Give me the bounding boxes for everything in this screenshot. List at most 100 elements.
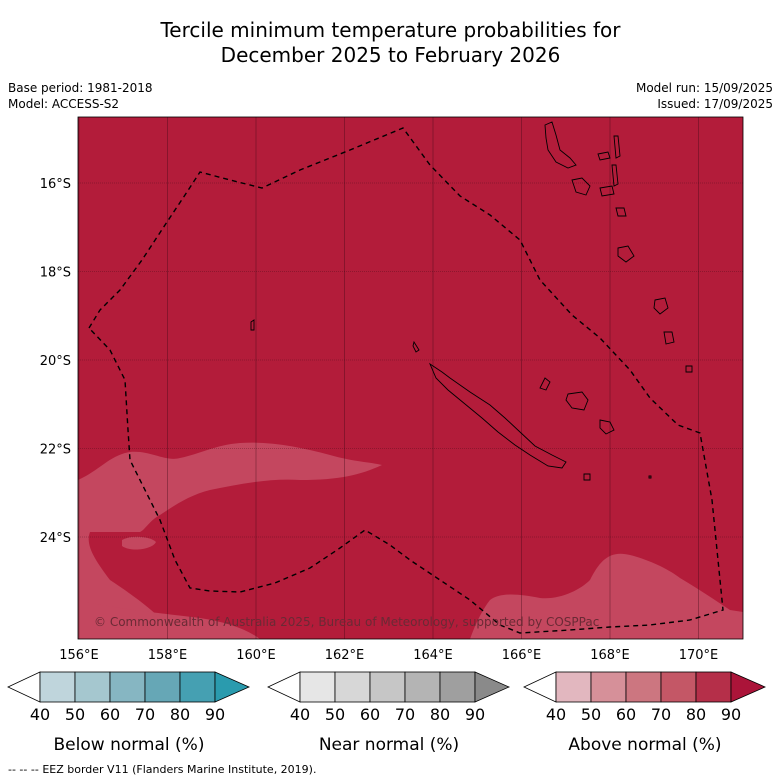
latitude-tick-label: 18°S (40, 266, 71, 281)
eez-legend-symbol: -- -- -- (8, 763, 39, 776)
colorbar-tick-label: 80 (430, 705, 450, 724)
colorbar-tick-label: 80 (170, 705, 190, 724)
maewo (613, 135, 621, 159)
latitude-tick-label: 20°S (40, 354, 71, 369)
chesterfield-reef (250, 319, 255, 331)
colorbar-tick-label: 90 (205, 705, 225, 724)
islands (250, 121, 693, 481)
colorbar-near-normal (267, 671, 510, 703)
title-line-1: Tercile minimum temperature probabilitie… (160, 18, 621, 42)
colorbar-low-extension (523, 671, 557, 703)
eez-border (88, 127, 724, 634)
latitude-tick-label: 24°S (40, 531, 71, 546)
colorbar-segment (299, 671, 336, 703)
colorbar-segment (625, 671, 662, 703)
colorbar-high-extension (474, 671, 510, 703)
longitude-tick-label: 156°E (59, 648, 99, 663)
epi (615, 207, 627, 217)
colorbar-segment (439, 671, 476, 703)
probability-field-above-70-southwest (78, 442, 382, 639)
isle-of-pines (583, 473, 591, 481)
colorbar-tick-label: 70 (651, 705, 671, 724)
title-line-2: December 2025 to February 2026 (220, 43, 561, 67)
longitude-tick-label: 162°E (325, 648, 365, 663)
probability-field-above-70-south (78, 600, 260, 639)
eez-legend: -- -- -- EEZ border V11 (Flanders Marine… (8, 763, 316, 776)
colorbar-tick-label: 40 (30, 705, 50, 724)
colorbar-tick-label: 50 (581, 705, 601, 724)
colorbar-segment (74, 671, 111, 703)
chart-title: Tercile minimum temperature probabilitie… (0, 18, 781, 68)
colorbar-segment (660, 671, 697, 703)
colorbar-high-extension (730, 671, 766, 703)
meta-right: Model run: 15/09/2025 Issued: 17/09/2025 (636, 80, 773, 112)
map-frame (77, 116, 744, 640)
colorbar-segment (334, 671, 371, 703)
belep-islands (412, 340, 420, 353)
colorbar-labels: 40 50 60 70 80 90 40 50 60 70 80 90 40 50 60 70 80 90 Bel… (30, 705, 741, 755)
probability-field-above-70-patch (122, 536, 156, 550)
probability-field-above-80 (78, 117, 743, 639)
longitude-tick-label: 160°E (236, 648, 276, 663)
longitude-tick-label: 168°E (590, 648, 630, 663)
colorbar-low-extension (267, 671, 301, 703)
probability-field-above-70-southeast (470, 553, 743, 639)
espiritu-santo (544, 121, 577, 169)
colorbar-tick-labels: 40 50 60 70 80 90 40 50 60 70 80 90 40 50 60 70 80 90 (30, 705, 741, 724)
latitude-labels: 16°S 18°S 20°S 22°S 24°S (40, 177, 71, 546)
colorbar-segment (144, 671, 181, 703)
loyalty-ouvea (539, 377, 551, 391)
new-caledonia (428, 362, 567, 469)
pentecost (611, 164, 619, 187)
erromango (653, 297, 669, 315)
colorbar-below-normal (7, 671, 250, 703)
loyalty-lifou (565, 391, 589, 411)
colorbar-tick-label: 90 (721, 705, 741, 724)
copyright-text: © Commonwealth of Australia 2025, Bureau… (94, 615, 599, 629)
base-period: Base period: 1981-2018 (8, 81, 153, 95)
aneityum (685, 365, 693, 373)
tanna (663, 331, 675, 345)
latitude-tick-label: 22°S (40, 443, 71, 458)
model-run: Model run: 15/09/2025 (635, 81, 773, 95)
latitude-tick-label: 16°S (40, 177, 71, 192)
longitude-tick-label: 170°E (679, 648, 719, 663)
near-normal-title: Near normal (%) (319, 735, 459, 755)
malekula (571, 177, 591, 196)
colorbar-tick-label: 50 (65, 705, 85, 724)
map-plot-area (78, 117, 743, 639)
above-normal-title: Above normal (%) (568, 735, 721, 755)
walpole (648, 475, 652, 479)
efate (617, 245, 635, 263)
colorbar-tick-label: 50 (325, 705, 345, 724)
longitude-tick-label: 166°E (502, 648, 542, 663)
colorbar-tick-label: 70 (395, 705, 415, 724)
longitude-tick-label: 164°E (413, 648, 453, 663)
colorbar-low-extension (7, 671, 41, 703)
below-normal-title: Below normal (%) (54, 735, 205, 755)
colorbar-tick-label: 90 (465, 705, 485, 724)
ambrym (599, 185, 615, 197)
longitude-tick-label: 158°E (148, 648, 188, 663)
colorbar-above-normal (523, 671, 766, 703)
map-graticule (78, 117, 743, 639)
colorbar-tick-label: 70 (135, 705, 155, 724)
loyalty-mare (599, 419, 615, 435)
longitude-labels: 156°E 158°E 160°E 162°E 164°E 166°E 168°E 170°E (59, 648, 718, 663)
issued-date: Issued: 17/09/2025 (657, 97, 773, 111)
model-name: Model: ACCESS-S2 (8, 97, 120, 111)
colorbar-tick-label: 60 (360, 705, 380, 724)
colorbar-high-extension (214, 671, 250, 703)
colorbar-segment (590, 671, 627, 703)
eez-legend-text: EEZ border V11 (Flanders Marine Institut… (42, 763, 317, 776)
colorbar-segment (695, 671, 732, 703)
colorbar-tick-label: 40 (546, 705, 566, 724)
colorbar-segment (369, 671, 406, 703)
colorbar-segment (555, 671, 592, 703)
colorbar-segment (404, 671, 441, 703)
ambae (597, 151, 611, 161)
colorbar-tick-label: 40 (290, 705, 310, 724)
colorbar-segment (109, 671, 146, 703)
colorbar-tick-label: 60 (616, 705, 636, 724)
